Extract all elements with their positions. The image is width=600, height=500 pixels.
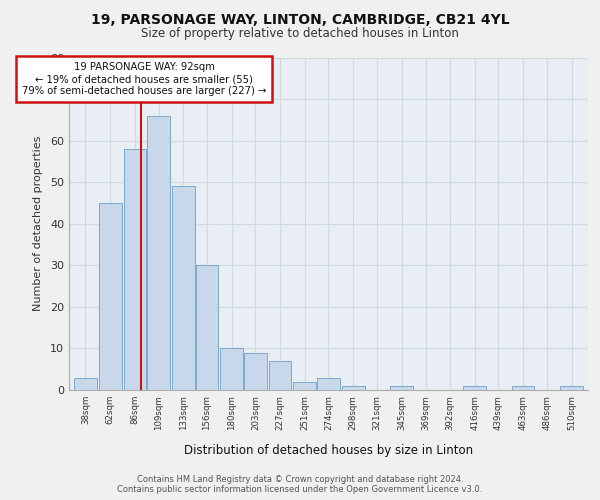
Bar <box>317 378 340 390</box>
Y-axis label: Number of detached properties: Number of detached properties <box>33 136 43 312</box>
Bar <box>293 382 316 390</box>
Text: Contains HM Land Registry data © Crown copyright and database right 2024.: Contains HM Land Registry data © Crown c… <box>137 475 463 484</box>
Bar <box>220 348 243 390</box>
Text: Contains public sector information licensed under the Open Government Licence v3: Contains public sector information licen… <box>118 484 482 494</box>
Text: 19, PARSONAGE WAY, LINTON, CAMBRIDGE, CB21 4YL: 19, PARSONAGE WAY, LINTON, CAMBRIDGE, CB… <box>91 12 509 26</box>
Bar <box>342 386 365 390</box>
Bar <box>244 352 267 390</box>
X-axis label: Distribution of detached houses by size in Linton: Distribution of detached houses by size … <box>184 444 473 456</box>
Bar <box>74 378 97 390</box>
Bar <box>172 186 194 390</box>
Bar <box>196 266 218 390</box>
Text: 19 PARSONAGE WAY: 92sqm
← 19% of detached houses are smaller (55)
79% of semi-de: 19 PARSONAGE WAY: 92sqm ← 19% of detache… <box>22 62 266 96</box>
Bar <box>560 386 583 390</box>
Bar <box>147 116 170 390</box>
Bar <box>269 361 292 390</box>
Bar <box>390 386 413 390</box>
Bar <box>99 203 122 390</box>
Bar <box>124 149 146 390</box>
Text: Size of property relative to detached houses in Linton: Size of property relative to detached ho… <box>141 28 459 40</box>
Bar <box>463 386 486 390</box>
Bar <box>512 386 535 390</box>
